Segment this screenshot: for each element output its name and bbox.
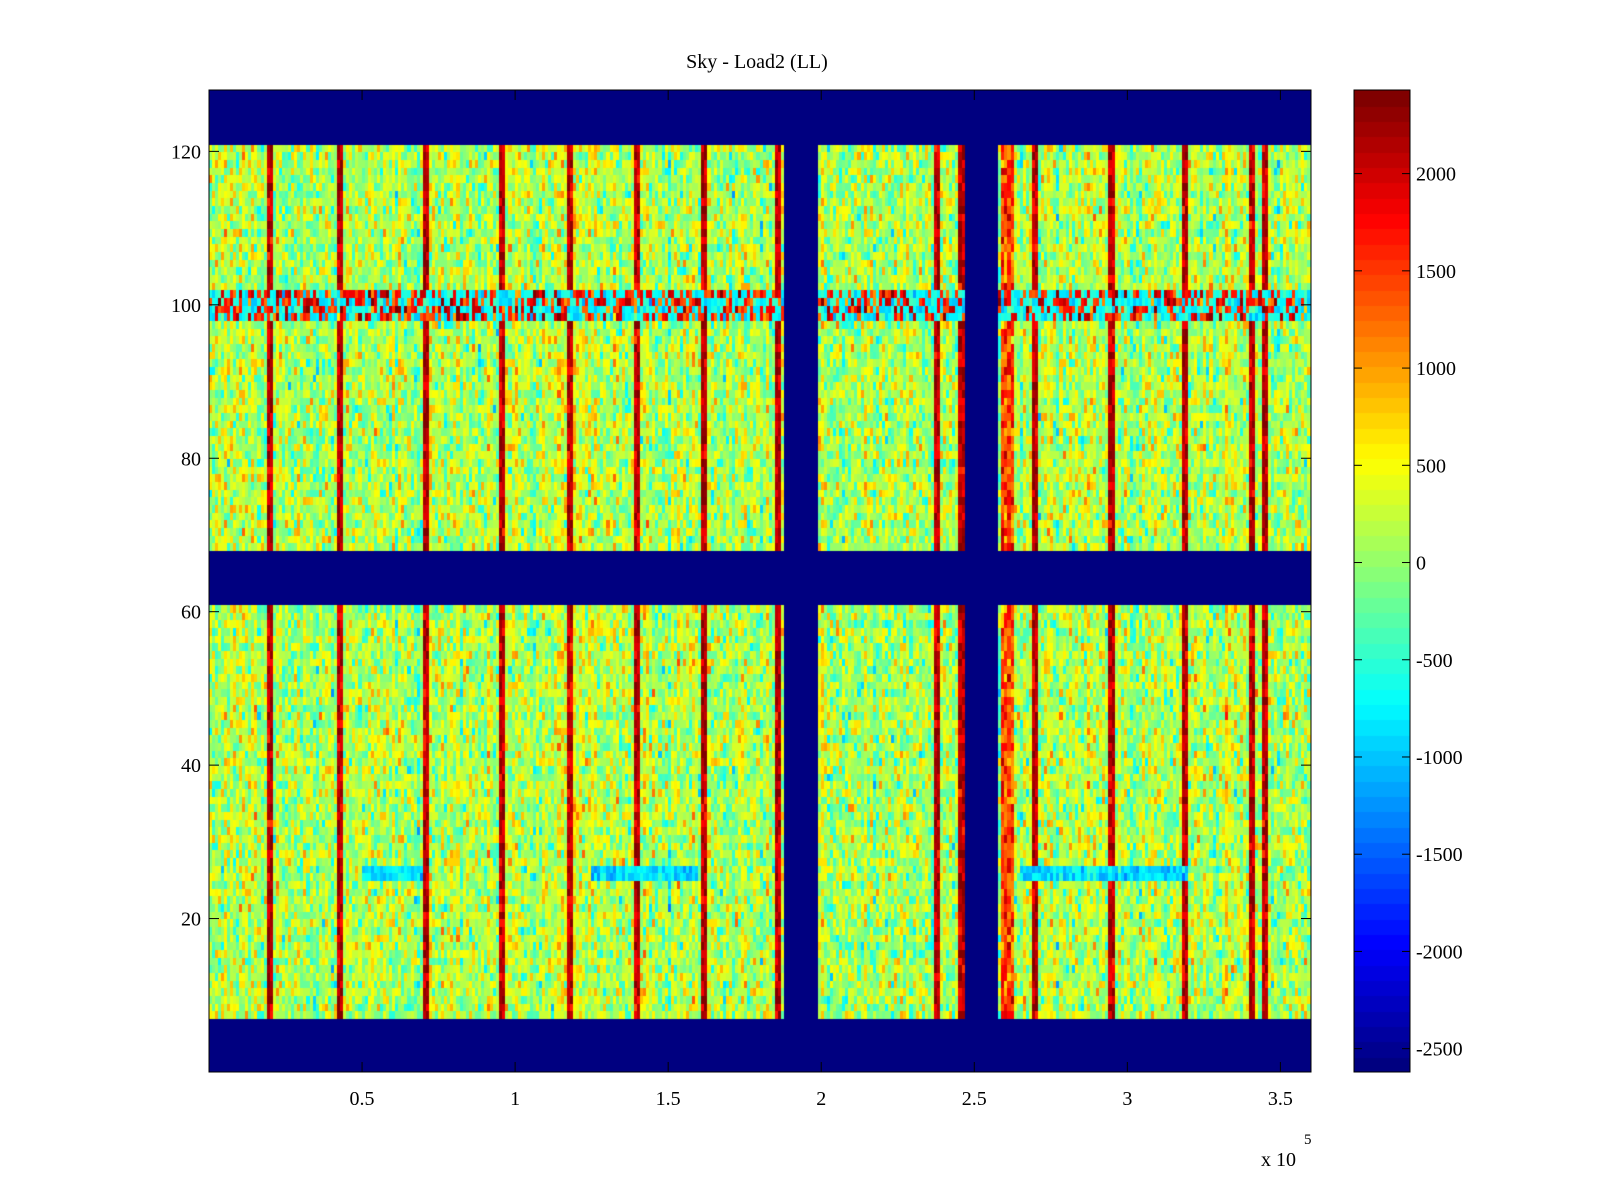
colorbar-tick-label: -1500 [1416,844,1463,866]
colorbar-ticks: 2000 1500 1000 500 0 -500 -1000 -1500 -2000 -2500 [1354,164,1463,1061]
x-tick-label: 1 [510,1088,520,1110]
x-exponent-label: x 10 [1261,1149,1296,1171]
x-tick-label: 1.5 [656,1088,681,1110]
y-tick-label: 100 [171,295,201,317]
x-exponent-power: 5 [1304,1132,1312,1148]
y-axis: 20 40 60 80 100 120 [171,141,1311,931]
colorbar-tick-label: -2000 [1416,941,1463,963]
x-tick-label: 2.5 [962,1088,987,1110]
x-tick-label: 0.5 [350,1088,375,1110]
y-tick-label: 20 [181,909,201,931]
y-tick-label: 60 [181,602,201,624]
x-tick-label: 3 [1122,1088,1132,1110]
heatmap-image [209,90,1311,1072]
colorbar-tick-label: -500 [1416,650,1453,672]
colorbar-tick-label: -2500 [1416,1039,1463,1061]
y-tick-label: 80 [181,448,201,470]
colorbar-gradient [1354,90,1410,1072]
colorbar-tick-label: 500 [1416,455,1446,477]
chart-title: Sky - Load2 (LL) [686,51,828,73]
y-tick-label: 40 [181,755,201,777]
colorbar-tick-label: 1500 [1416,261,1456,283]
axes-frame [208,89,1312,1073]
colorbar-tick-label: 2000 [1416,164,1456,186]
colorbar-tick-label: -1000 [1416,747,1463,769]
colorbar-tick-label: 0 [1416,553,1426,575]
x-tick-label: 3.5 [1268,1088,1293,1110]
colorbar-tick-label: 1000 [1416,358,1456,380]
heatmap-plot [208,89,1312,1073]
x-tick-label: 2 [816,1088,826,1110]
colorbar-frame [1353,89,1411,1073]
x-axis: 0.5 1 1.5 2 2.5 3 3.5 [350,90,1293,1110]
colorbar: 2000 1500 1000 500 0 -500 -1000 -1500 -2000 -2500 [1353,89,1463,1073]
y-tick-label: 120 [171,141,201,163]
